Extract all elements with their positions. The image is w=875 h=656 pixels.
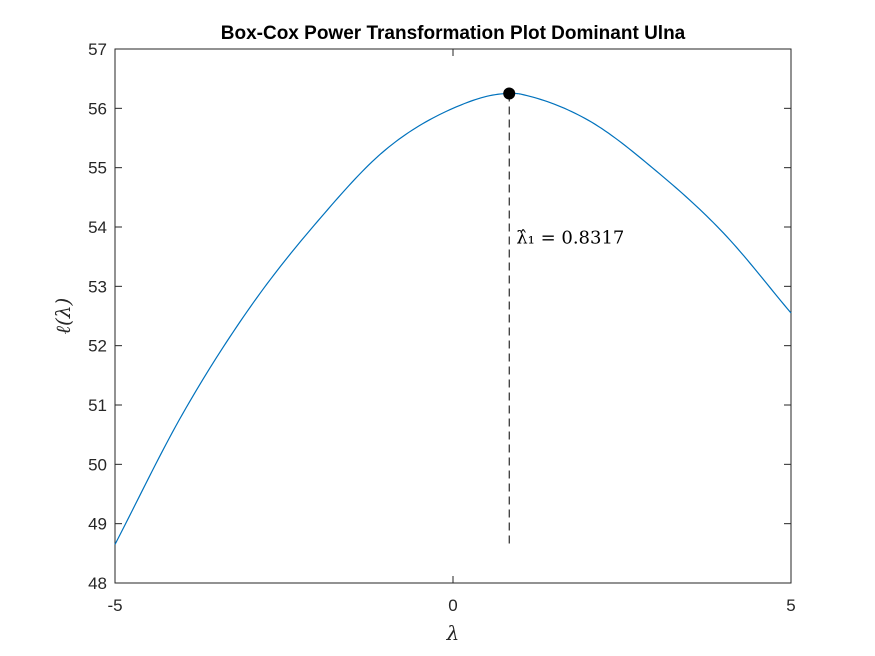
x-tick-label: -5	[107, 596, 122, 615]
loglikelihood-curve	[114, 92, 792, 545]
y-tick-label: 49	[88, 515, 107, 534]
y-axis: 48 49 50 51 52 53 54 55 56 57	[88, 40, 791, 593]
y-tick-label: 50	[88, 455, 107, 474]
x-axis-label: λ	[446, 621, 460, 645]
y-tick-label: 57	[88, 40, 107, 59]
x-tick-label: 5	[786, 596, 795, 615]
optimum-marker	[503, 87, 516, 100]
y-tick-label: 56	[88, 99, 107, 118]
y-tick-label: 52	[88, 337, 107, 356]
optimum-annotation: λ̂₁ = 0.8317	[516, 228, 624, 249]
y-tick-label: 55	[88, 159, 107, 178]
y-tick-label: 51	[88, 396, 107, 415]
y-tick-label: 48	[88, 574, 107, 593]
x-tick-label: 0	[448, 596, 457, 615]
chart-title: Box-Cox Power Transformation Plot Domina…	[221, 23, 686, 44]
y-tick-label: 54	[88, 218, 107, 237]
axes-box	[114, 48, 792, 584]
y-tick-label: 53	[88, 277, 107, 296]
y-axis-label: ℓ(λ)	[51, 298, 75, 335]
x-axis: -5 0 5	[107, 49, 796, 615]
